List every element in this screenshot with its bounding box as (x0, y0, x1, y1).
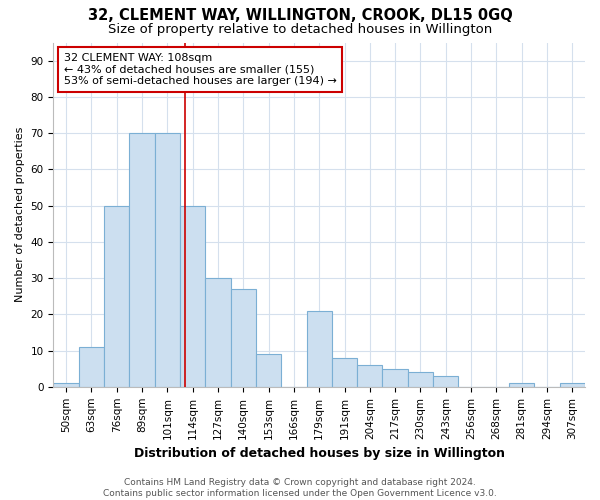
Bar (230, 289, 256, 387)
Bar (104, 206, 130, 387)
Bar (307, 310, 332, 387)
Text: 32, CLEMENT WAY, WILLINGTON, CROOK, DL15 0GQ: 32, CLEMENT WAY, WILLINGTON, CROOK, DL15… (88, 8, 512, 22)
Bar (408, 372, 433, 387)
Text: 32 CLEMENT WAY: 108sqm
← 43% of detached houses are smaller (155)
53% of semi-de: 32 CLEMENT WAY: 108sqm ← 43% of detached… (64, 53, 337, 86)
Text: Size of property relative to detached houses in Willington: Size of property relative to detached ho… (108, 22, 492, 36)
Bar (79, 347, 104, 387)
Bar (433, 376, 458, 387)
Bar (180, 206, 205, 387)
Bar (382, 368, 408, 387)
Bar (155, 133, 180, 387)
Text: Contains HM Land Registry data © Crown copyright and database right 2024.
Contai: Contains HM Land Registry data © Crown c… (103, 478, 497, 498)
Bar (332, 358, 357, 387)
Bar (205, 278, 230, 387)
Bar (509, 383, 535, 387)
Bar (560, 383, 585, 387)
Bar (357, 365, 382, 387)
X-axis label: Distribution of detached houses by size in Willington: Distribution of detached houses by size … (134, 447, 505, 460)
Bar (256, 354, 281, 387)
Y-axis label: Number of detached properties: Number of detached properties (15, 127, 25, 302)
Bar (130, 133, 155, 387)
Bar (53, 383, 79, 387)
